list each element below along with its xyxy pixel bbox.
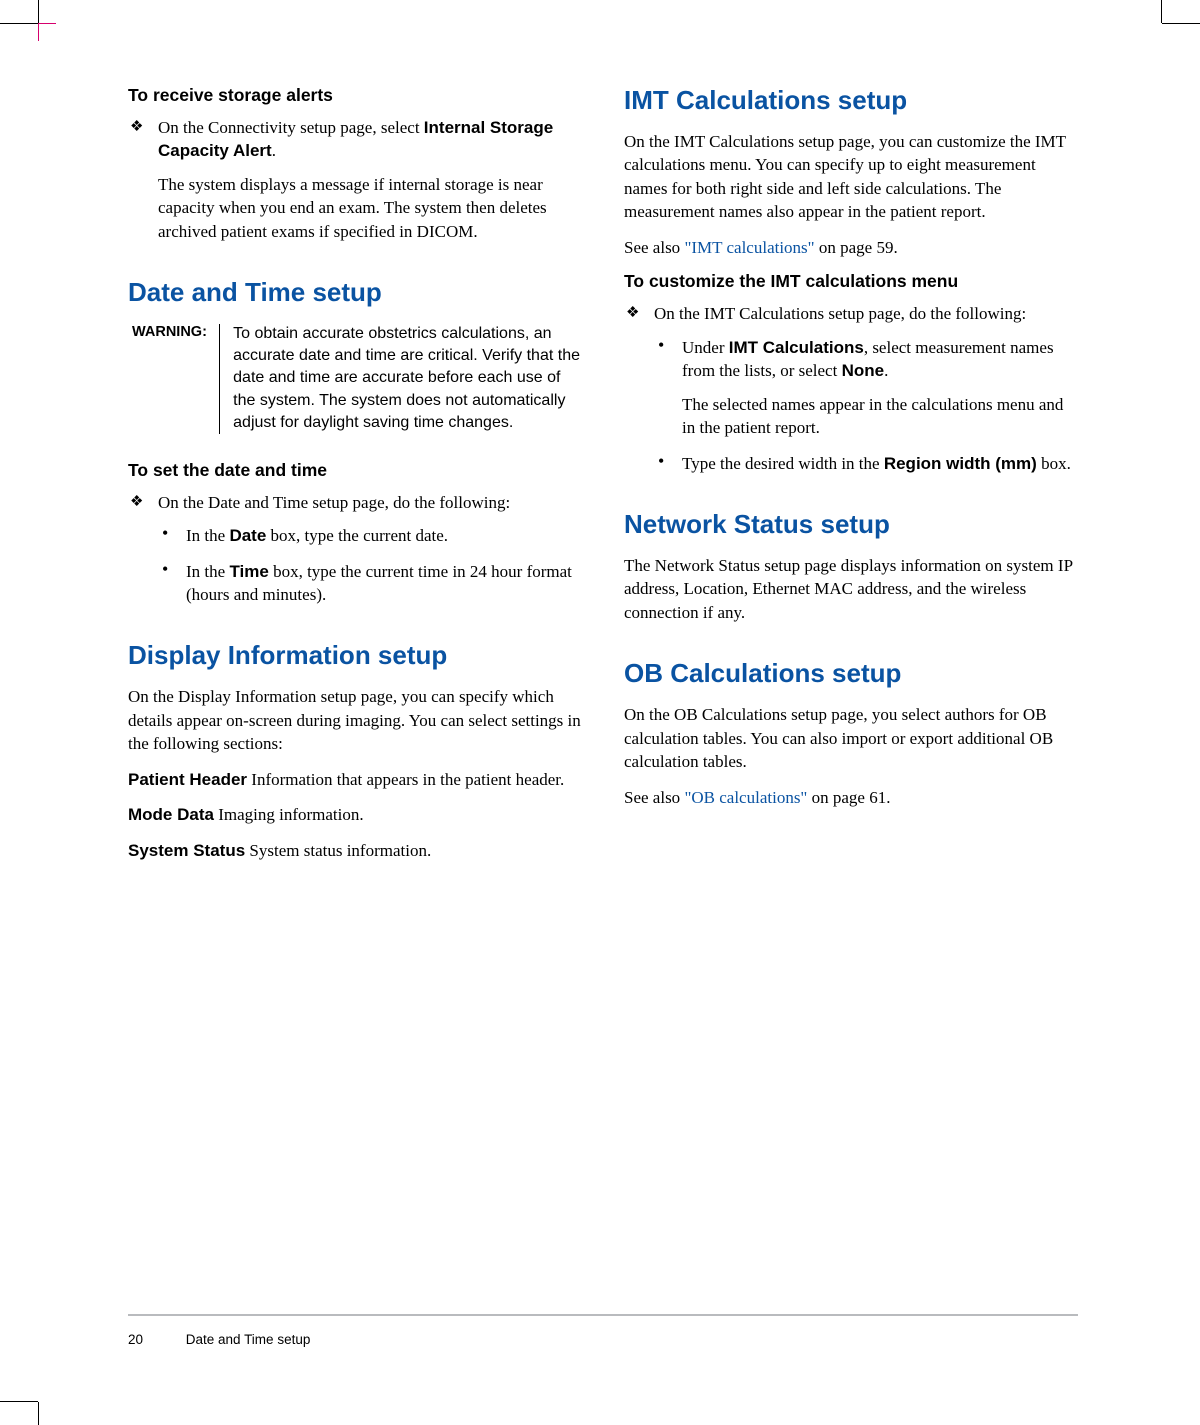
text: on page 61. [807,788,890,807]
bold-term: Date [229,526,266,545]
sub-list: In the Date box, type the current date. … [158,524,582,606]
body-text: In the Date box, type the current date. [186,524,582,547]
body-text: See also "OB calculations" on page 61. [624,786,1078,809]
crop-mark [1162,23,1200,24]
bold-term: System Status [128,841,245,860]
body-text: Type the desired width in the Region wid… [682,452,1078,475]
section-heading-ob: OB Calculations setup [624,658,1078,689]
footer-rule [128,1314,1078,1316]
body-text: On the Date and Time setup page, do the … [158,491,582,514]
text: box, type the current date. [266,526,448,545]
cross-reference-link[interactable]: "IMT calculations" [684,238,814,257]
text: Under [682,338,729,357]
body-text: In the Time box, type the current time i… [186,560,582,607]
sub-list: Under IMT Calculations, select measureme… [654,336,1078,475]
crop-mark [0,1401,38,1402]
list-item: In the Date box, type the current date. [158,524,582,547]
list-customize-imt: On the IMT Calculations setup page, do t… [624,302,1078,475]
text: . [884,361,888,380]
list-set-date-time: On the Date and Time setup page, do the … [128,491,582,607]
bold-term: None [842,361,885,380]
bold-term: Region width (mm) [884,454,1037,473]
crop-mark [38,1402,39,1425]
footer-text: 20 Date and Time setup [128,1332,1078,1347]
crop-mark [38,0,39,23]
subheading-storage-alerts: To receive storage alerts [128,85,582,106]
list-item: In the Time box, type the current time i… [158,560,582,607]
crop-accent [38,23,56,41]
bold-term: Time [229,562,268,581]
warning-box: WARNING: To obtain accurate obstetrics c… [128,322,582,433]
footer-section-title: Date and Time setup [186,1332,311,1347]
warning-text: To obtain accurate obstetrics calculatio… [219,322,582,433]
body-text: See also "IMT calculations" on page 59. [624,236,1078,259]
body-text: The Network Status setup page displays i… [624,554,1078,624]
text: . [272,141,276,160]
body-text: Under IMT Calculations, select measureme… [682,336,1078,383]
section-heading-display-info: Display Information setup [128,640,582,671]
section-heading-imt: IMT Calculations setup [624,85,1078,116]
subheading-customize-imt: To customize the IMT calculations menu [624,271,1078,292]
crop-mark [0,23,38,24]
page-number: 20 [128,1332,182,1347]
text: See also [624,238,684,257]
text: System status information. [245,841,431,860]
body-text: The selected names appear in the calcula… [682,393,1078,440]
list-storage-alerts: On the Connectivity setup page, select I… [128,116,582,243]
text: In the [186,562,229,581]
text: Imaging information. [214,805,364,824]
body-text: On the Display Information setup page, y… [128,685,582,755]
body-text: On the Connectivity setup page, select I… [158,116,582,163]
list-item: Under IMT Calculations, select measureme… [654,336,1078,440]
body-text: Mode Data Imaging information. [128,803,582,826]
cross-reference-link[interactable]: "OB calculations" [684,788,807,807]
left-column: To receive storage alerts On the Connect… [128,85,582,874]
page-content: To receive storage alerts On the Connect… [128,85,1078,874]
section-heading-date-time: Date and Time setup [128,277,582,308]
body-text: Patient Header Information that appears … [128,768,582,791]
crop-mark [1161,0,1162,23]
right-column: IMT Calculations setup On the IMT Calcul… [624,85,1078,874]
bold-term: Mode Data [128,805,214,824]
text: See also [624,788,684,807]
body-text: On the OB Calculations setup page, you s… [624,703,1078,773]
list-item: Type the desired width in the Region wid… [654,452,1078,475]
body-text: The system displays a message if interna… [158,173,582,243]
text: Type the desired width in the [682,454,884,473]
list-item: On the Connectivity setup page, select I… [128,116,582,243]
page-footer: 20 Date and Time setup [128,1314,1078,1347]
body-text: System Status System status information. [128,839,582,862]
section-heading-network: Network Status setup [624,509,1078,540]
body-text: On the IMT Calculations setup page, you … [624,130,1078,224]
warning-label: WARNING: [128,322,219,340]
text: On the Connectivity setup page, select [158,118,424,137]
list-item: On the Date and Time setup page, do the … [128,491,582,607]
bold-term: Patient Header [128,770,247,789]
body-text: On the IMT Calculations setup page, do t… [654,302,1078,325]
list-item: On the IMT Calculations setup page, do t… [624,302,1078,475]
text: box. [1037,454,1071,473]
text: on page 59. [815,238,898,257]
text: Information that appears in the patient … [247,770,564,789]
bold-term: IMT Calculations [729,338,864,357]
text: In the [186,526,229,545]
subheading-set-date-time: To set the date and time [128,460,582,481]
